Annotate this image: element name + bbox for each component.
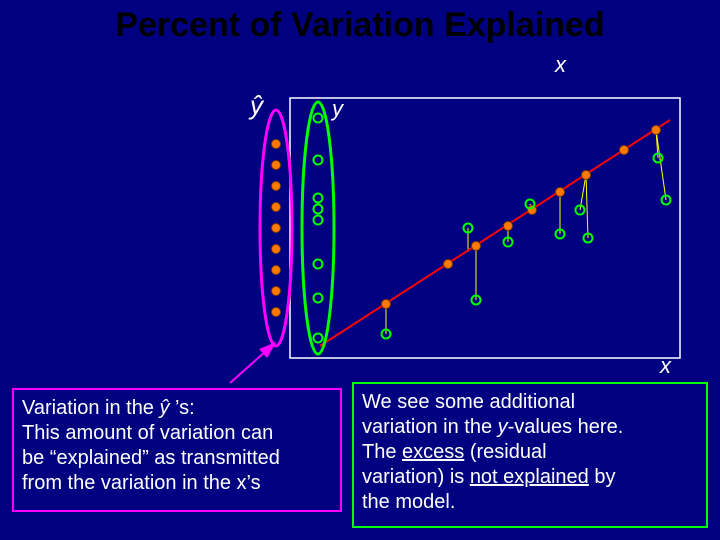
chart-svg: yx [290, 98, 680, 358]
scatter-chart: yx [290, 98, 680, 358]
right-line3: The excess (residual [362, 440, 698, 465]
rt2a: variation in the [362, 416, 498, 438]
x-top-label: x [555, 52, 566, 78]
rt3a: The [362, 441, 402, 463]
lt1c: ’s: [170, 397, 195, 419]
lt1b: ŷ [160, 397, 170, 419]
left-line1: Variation in the ŷ ’s: [22, 396, 332, 421]
rt3b: excess [402, 441, 464, 463]
right-line5: the model. [362, 490, 698, 515]
rt4a: variation) is [362, 466, 470, 488]
right-line4: variation) is not explained by [362, 465, 698, 490]
yhat-label: ŷ [250, 90, 263, 121]
svg-text:y: y [330, 96, 345, 121]
left-line3: be “explained” as transmitted [22, 446, 332, 471]
svg-text:x: x [659, 353, 672, 378]
left-line2: This amount of variation can [22, 421, 332, 446]
left-textbox: Variation in the ŷ ’s: This amount of va… [12, 388, 342, 512]
rt4c: by [589, 466, 616, 488]
rt4b: not explained [470, 466, 589, 488]
slide-title: Percent of Variation Explained [0, 6, 720, 45]
right-line2: variation in the y-values here. [362, 415, 698, 440]
rt2c: -values here. [508, 416, 624, 438]
rt2b: y [498, 416, 508, 438]
right-textbox: We see some additional variation in the … [352, 382, 708, 528]
rt3c: (residual [464, 441, 546, 463]
left-line4: from the variation in the x’s [22, 471, 332, 496]
right-line1: We see some additional [362, 390, 698, 415]
lt1a: Variation in the [22, 397, 160, 419]
